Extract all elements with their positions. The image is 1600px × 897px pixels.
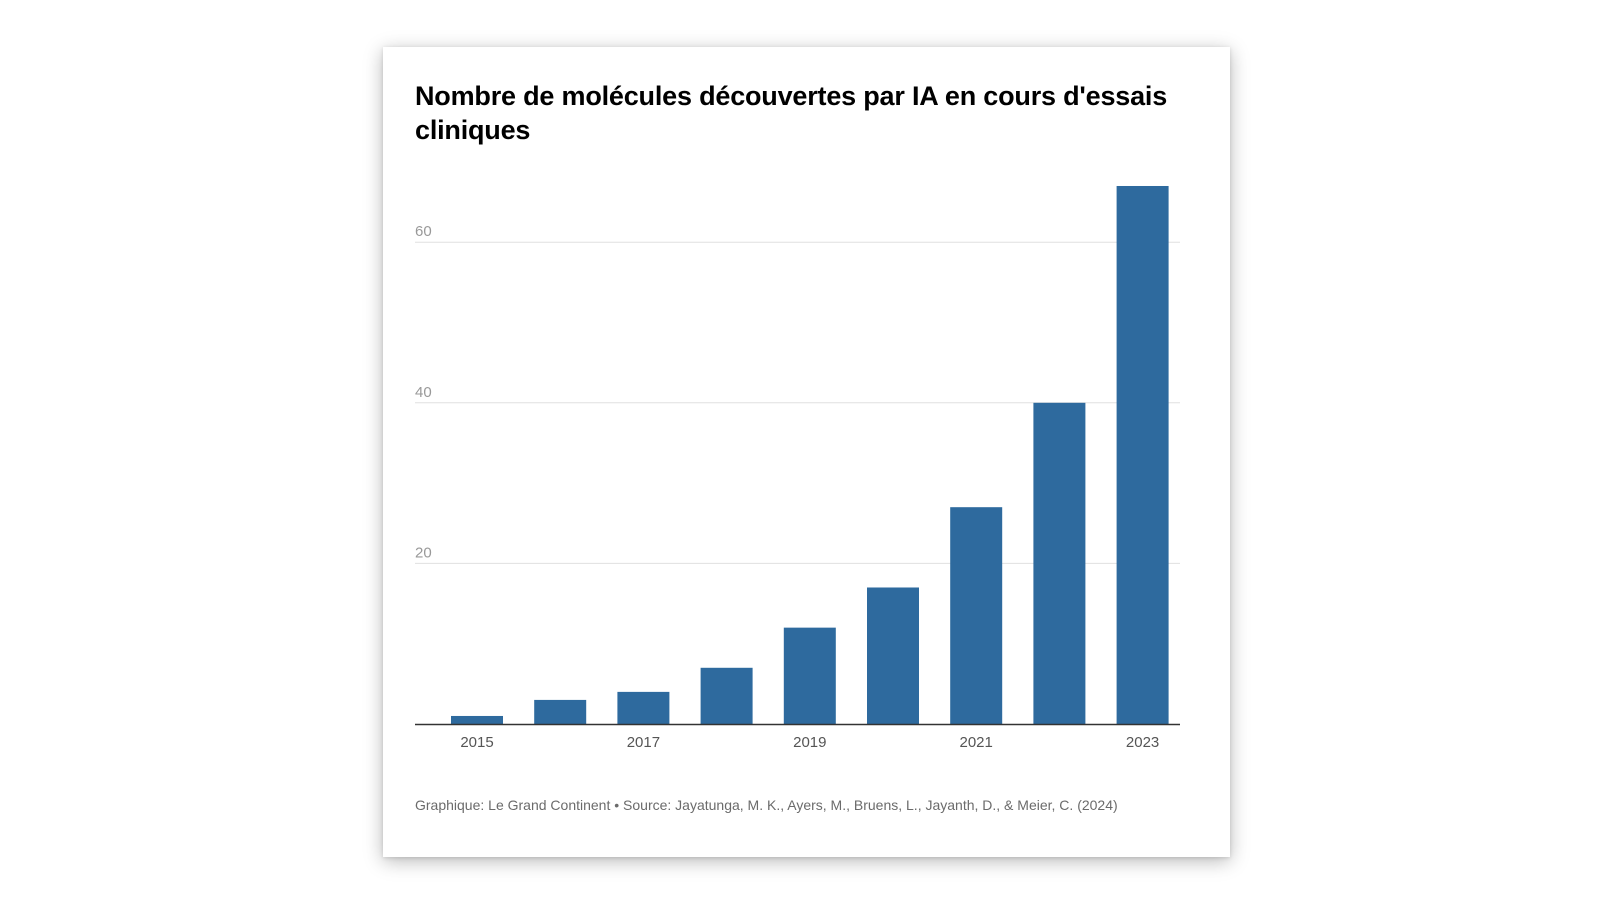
bar-chart: 20 40 60 2015 2017 2019 2021 2023 — [415, 185, 1180, 751]
bar-2018 — [700, 667, 753, 724]
x-tick-label-2023: 2023 — [1126, 734, 1159, 751]
y-tick-label-20: 20 — [415, 544, 432, 561]
source-credit: Graphique: Le Grand Continent • Source: … — [415, 797, 1118, 813]
x-tick-label-2021: 2021 — [960, 734, 993, 751]
bar-2021 — [950, 507, 1003, 724]
chart-title: Nombre de molécules découvertes par IA e… — [415, 81, 1168, 145]
x-tick-label-2015: 2015 — [460, 734, 493, 751]
bar-2020 — [867, 587, 919, 724]
x-tick-label-2017: 2017 — [627, 734, 660, 751]
y-tick-label-40: 40 — [415, 384, 432, 401]
bar-2019 — [783, 627, 836, 724]
bar-2016 — [534, 699, 587, 724]
bar-2022 — [1033, 402, 1086, 724]
chart-card: Nombre de molécules découvertes par IA e… — [383, 47, 1230, 857]
x-tick-label-2019: 2019 — [793, 734, 826, 751]
bar-2023 — [1116, 185, 1169, 725]
bar-2015 — [451, 715, 503, 724]
bar-2017 — [617, 691, 670, 724]
y-tick-label-60: 60 — [415, 223, 432, 240]
